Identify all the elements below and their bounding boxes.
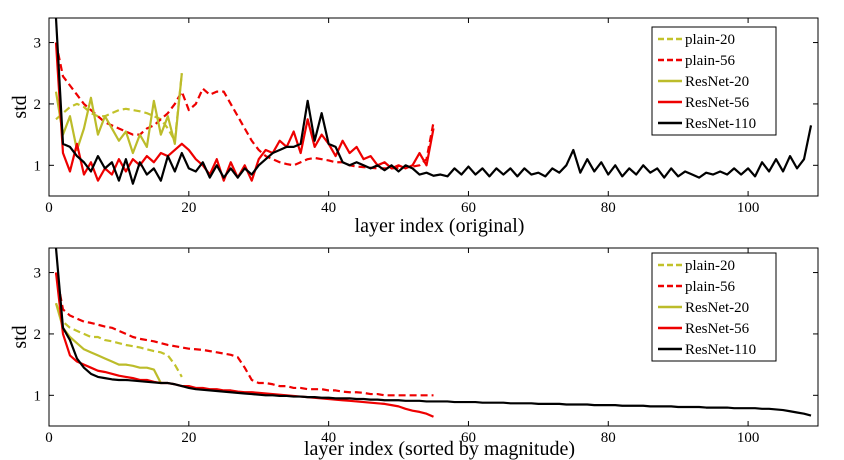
y-tick-label: 2 [34,97,42,113]
series-line-resnet-110 [54,248,812,417]
legend-label: ResNet-20 [685,74,749,90]
series-line-plain-56 [54,272,434,397]
chart-panel-1: 0 20 40 60 80 100 1 2 3 layer index (original) std… [9,17,819,237]
series-line-plain-20 [54,302,183,378]
legend: plain-20 plain-56 ResNet-20 ResNet-56 ResNet… [651,26,777,136]
series-line-resnet-56 [54,272,434,418]
legend-label: ResNet-110 [685,116,756,132]
series-line-plain-56 [54,42,435,170]
plot-area-frame [48,247,819,427]
x-tick-label: 40 [321,200,336,216]
legend-label: plain-20 [685,258,735,274]
x-tick-label: 40 [321,430,336,446]
y-axis-label: std [9,325,31,348]
y-tick-label: 2 [34,327,42,343]
y-axis-label: std [9,95,31,118]
x-tick-label: 60 [461,200,476,216]
x-tick-label: 100 [737,430,760,446]
x-tick-label: 80 [601,200,616,216]
legend-label: ResNet-20 [685,300,749,316]
x-tick-label: 0 [45,430,53,446]
legend-label: ResNet-56 [685,95,750,111]
series-line-resnet-20 [54,73,183,155]
y-tick-label: 1 [34,388,42,404]
x-axis-label: layer index (original) [355,215,525,237]
legend-label: plain-20 [685,32,735,48]
legend: plain-20 plain-56 ResNet-20 ResNet-56 ResNet… [651,252,777,362]
series-line-resnet-56 [54,42,435,182]
x-tick-label: 60 [461,430,476,446]
y-tick-label: 3 [34,36,42,52]
x-axis-label: layer index (sorted by magnitude) [304,438,575,460]
series-group [54,248,812,418]
x-tick-label: 100 [737,200,760,216]
y-tick-label: 3 [34,266,42,282]
series-group [54,18,813,185]
x-tick-label: 20 [181,200,196,216]
series-line-resnet-110 [54,18,813,185]
plot-area-frame [48,17,819,197]
chart-panel-2: 0 20 40 60 80 100 1 2 3 layer index (sorted by ma… [9,247,819,460]
x-tick-label: 20 [181,430,196,446]
legend-label: plain-56 [685,53,735,69]
x-tick-label: 0 [45,200,53,216]
legend-label: ResNet-56 [685,321,750,337]
legend-label: ResNet-110 [685,342,756,358]
y-tick-label: 1 [34,158,42,174]
x-tick-label: 80 [601,430,616,446]
legend-label: plain-56 [685,279,735,295]
series-line-resnet-20 [54,302,162,384]
